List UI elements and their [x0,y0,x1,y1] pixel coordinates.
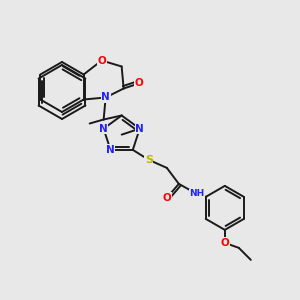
Text: N: N [135,124,144,134]
Text: O: O [162,193,171,203]
Text: N: N [99,124,108,134]
Text: S: S [145,155,153,165]
Text: N: N [101,92,110,103]
Text: O: O [97,56,106,65]
Text: O: O [220,238,229,248]
Text: N: N [106,145,115,155]
Text: O: O [134,79,143,88]
Text: NH: NH [189,189,204,198]
